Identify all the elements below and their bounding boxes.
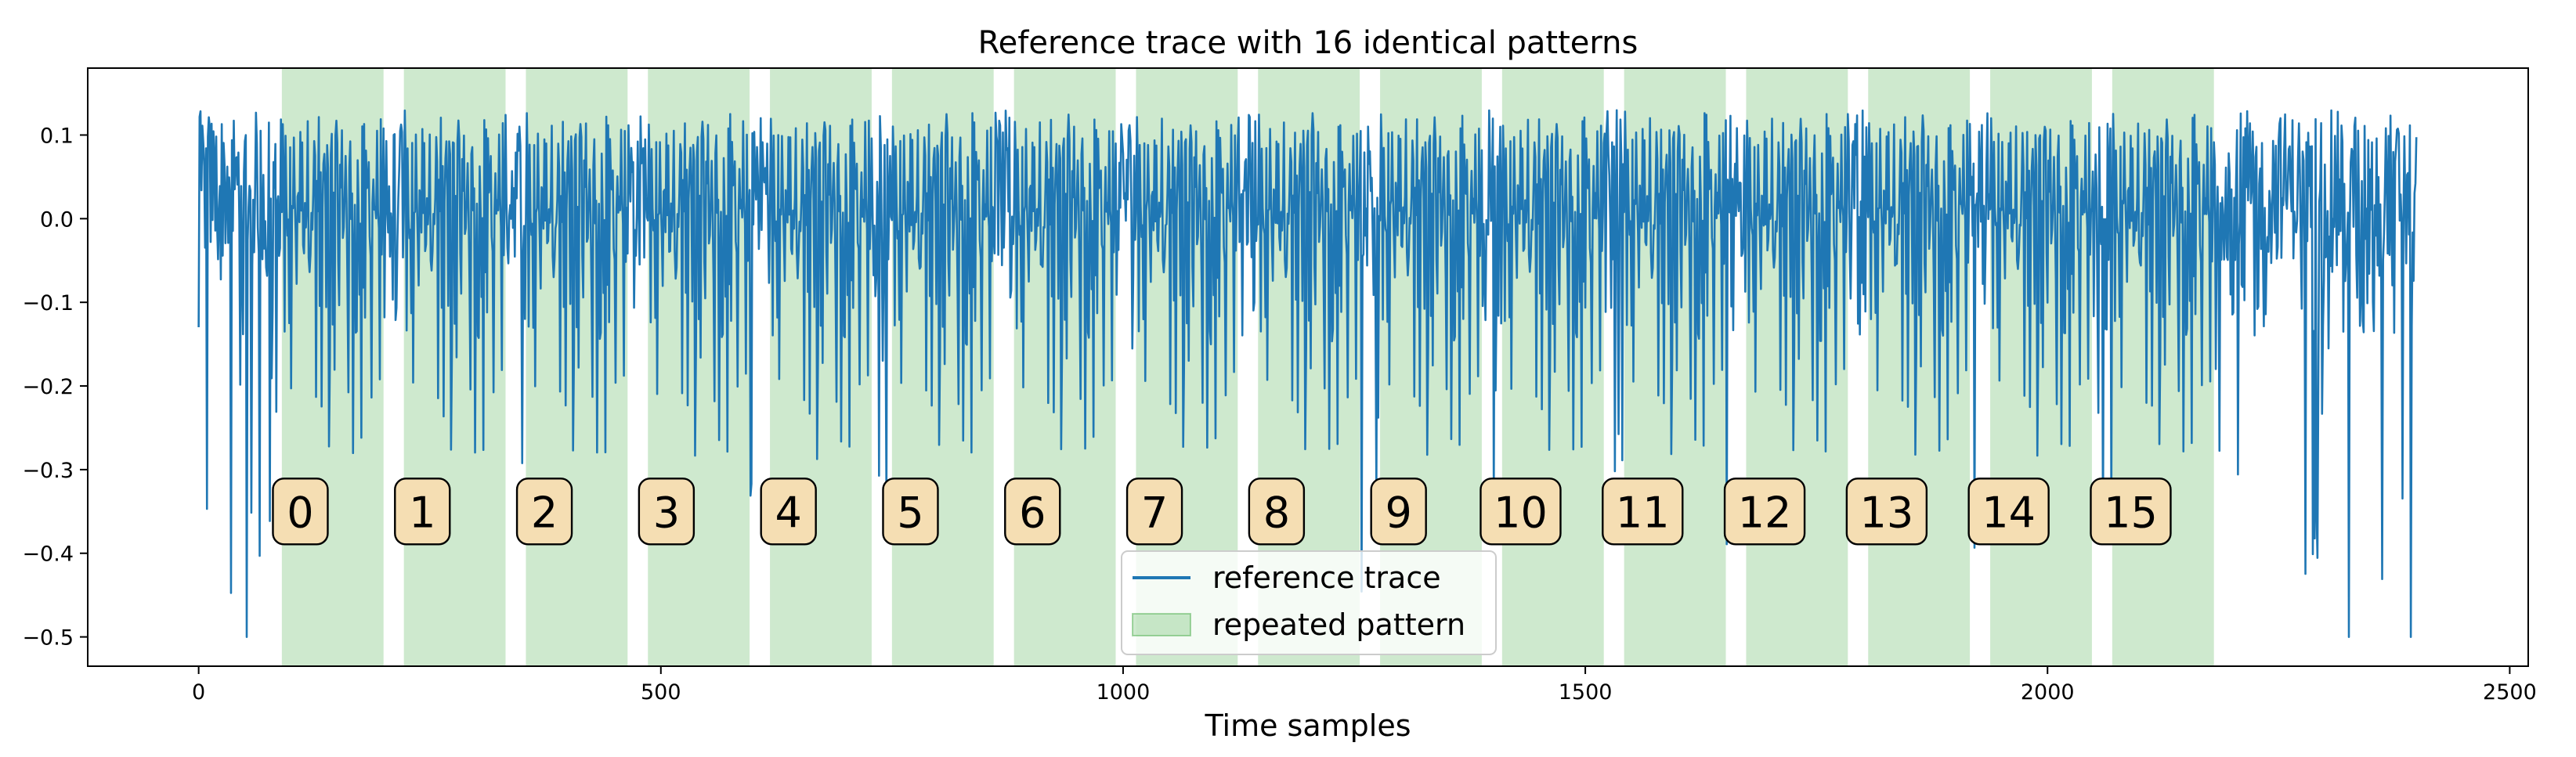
pattern-label-box-5 [882, 478, 939, 546]
legend-label-0: reference trace [1212, 561, 1441, 595]
pattern-label-box-9 [1370, 478, 1427, 546]
pattern-label-box-13 [1845, 478, 1928, 546]
legend-label-1: repeated pattern [1212, 607, 1465, 642]
pattern-label-box-8 [1248, 478, 1306, 546]
plot-frame [87, 67, 2529, 667]
pattern-label-box-11 [1602, 478, 1684, 546]
y-tick-label-0: 0.0 [40, 207, 74, 232]
pattern-label-1: 1 [409, 488, 435, 537]
x-tick-label-2500: 2500 [2483, 680, 2537, 705]
pattern-label-6: 6 [1019, 488, 1046, 537]
x-tick-label-1000: 1000 [1097, 680, 1151, 705]
pattern-label-4: 4 [775, 488, 801, 537]
y-tick-label--0.4: −0.4 [22, 543, 74, 567]
pattern-label-2: 2 [531, 488, 558, 537]
x-tick-label-500: 500 [641, 680, 681, 705]
x-tick-label-0: 0 [192, 680, 205, 705]
x-tick-label-2000: 2000 [2021, 680, 2075, 705]
pattern-label-box-7 [1125, 478, 1183, 546]
chart-title: Reference trace with 16 identical patter… [978, 25, 1638, 61]
pattern-label-9: 9 [1385, 488, 1411, 537]
x-tick-label-1500: 1500 [1559, 680, 1613, 705]
pattern-label-box-10 [1479, 478, 1562, 546]
pattern-label-box-12 [1723, 478, 1806, 546]
legend-swatch-repeated-pattern [1132, 613, 1191, 636]
x-axis-label: Time samples [1204, 708, 1411, 743]
pattern-label-5: 5 [897, 488, 923, 537]
y-axis: −0.5 −0.4 −0.3 −0.2 −0.1 0.0 0.1 [22, 124, 88, 651]
legend-box [1121, 550, 1497, 655]
y-tick-label--0.2: −0.2 [22, 375, 74, 399]
reference-trace-line [197, 109, 2418, 638]
y-tick-label--0.1: −0.1 [22, 291, 74, 315]
y-tick-label--0.3: −0.3 [22, 459, 74, 483]
pattern-label-10: 10 [1494, 488, 1548, 537]
pattern-label-13: 13 [1860, 488, 1914, 537]
pattern-label-box-2 [515, 478, 573, 546]
pattern-label-15: 15 [2104, 488, 2158, 537]
pattern-label-7: 7 [1141, 488, 1168, 537]
x-axis: 0 500 1000 1500 2000 2500 [192, 666, 2537, 705]
pattern-label-box-3 [638, 478, 695, 546]
y-tick-label-0.1: 0.1 [40, 124, 74, 148]
pattern-label-box-0 [272, 478, 329, 546]
pattern-label-14: 14 [1982, 488, 2036, 537]
pattern-label-box-6 [1004, 478, 1061, 546]
pattern-labels: 0 1 2 3 4 5 6 7 8 9 10 11 12 13 14 15 [272, 478, 2172, 546]
pattern-label-12: 12 [1738, 488, 1792, 537]
y-tick-label--0.5: −0.5 [22, 626, 74, 651]
pattern-label-3: 3 [653, 488, 680, 537]
pattern-label-11: 11 [1616, 488, 1670, 537]
pattern-label-0: 0 [287, 488, 313, 537]
trace-layer [197, 109, 2418, 638]
pattern-label-8: 8 [1263, 488, 1290, 537]
pattern-label-box-4 [760, 478, 817, 546]
pattern-label-box-14 [1967, 478, 2050, 546]
pattern-label-box-1 [394, 478, 451, 546]
legend: reference trace repeated pattern [1121, 550, 1497, 655]
pattern-label-box-15 [2090, 478, 2172, 546]
